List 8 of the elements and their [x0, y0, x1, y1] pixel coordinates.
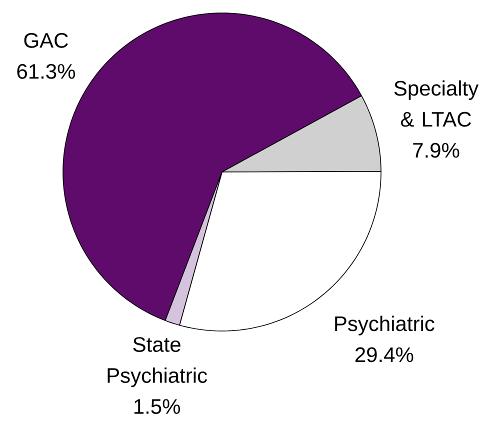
slice-label: State Psychiatric: [108, 337, 208, 388]
slice-label: Specialty & LTAC: [394, 80, 479, 127]
data-label: 61.3%: [17, 64, 75, 79]
data-label: 1.5%: [134, 399, 180, 414]
data-label: 7.9%: [413, 142, 460, 158]
data-label: 29.4%: [355, 347, 414, 362]
slice-label: GAC: [24, 33, 68, 48]
slice-label: Psychiatric: [335, 316, 434, 336]
